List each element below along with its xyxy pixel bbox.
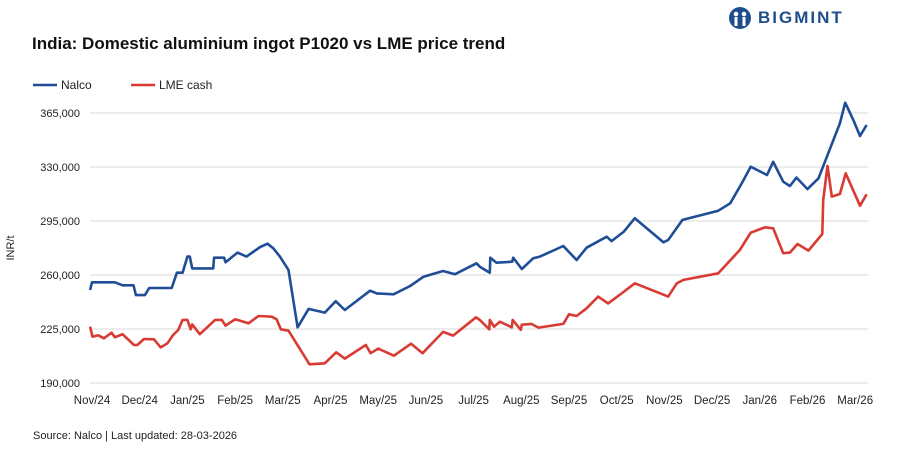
x-tick-label: Jul/25	[458, 395, 489, 407]
x-tick-label: Dec/25	[694, 395, 730, 407]
y-axis-label: INR/t	[5, 235, 17, 260]
y-tick-label: 295,000	[40, 216, 80, 228]
x-tick-label: Feb/26	[790, 395, 826, 407]
source-note: Source: Nalco | Last updated: 28-03-2026	[33, 430, 238, 442]
x-tick-label: Nov/25	[646, 395, 682, 407]
x-tick-label: Nov/24	[74, 395, 111, 407]
x-tick-label: Aug/25	[503, 395, 539, 407]
y-tick-label: 260,000	[40, 270, 80, 282]
x-tick-label: Mar/26	[837, 395, 873, 407]
y-tick-label: 365,000	[40, 108, 80, 120]
bigmint-logo: BIGMINT	[728, 6, 844, 30]
x-tick-label: May/25	[359, 395, 397, 407]
x-tick-label: Oct/25	[600, 395, 634, 407]
legend-label: Nalco	[61, 78, 92, 92]
series-line-nalco	[88, 101, 868, 329]
x-tick-label: Apr/25	[314, 395, 348, 407]
x-tick-label: Feb/25	[217, 395, 253, 407]
y-tick-label: 190,000	[40, 378, 80, 390]
chart-title: India: Domestic aluminium ingot P1020 vs…	[32, 34, 506, 53]
x-tick-label: Jan/25	[170, 395, 205, 407]
y-tick-label: 330,000	[40, 162, 80, 174]
legend-label: LME cash	[159, 78, 212, 92]
x-tick-label: Jan/26	[743, 395, 778, 407]
bigmint-logo-icon	[729, 7, 751, 29]
bigmint-logo-text: BIGMINT	[758, 8, 844, 27]
y-tick-label: 225,000	[40, 324, 80, 336]
x-tick-label: Dec/24	[121, 395, 158, 407]
series-line-lme-cash	[88, 164, 868, 366]
x-tick-label: Jun/25	[409, 395, 444, 407]
x-tick-label: Mar/25	[265, 395, 301, 407]
x-tick-label: Sep/25	[551, 395, 587, 407]
